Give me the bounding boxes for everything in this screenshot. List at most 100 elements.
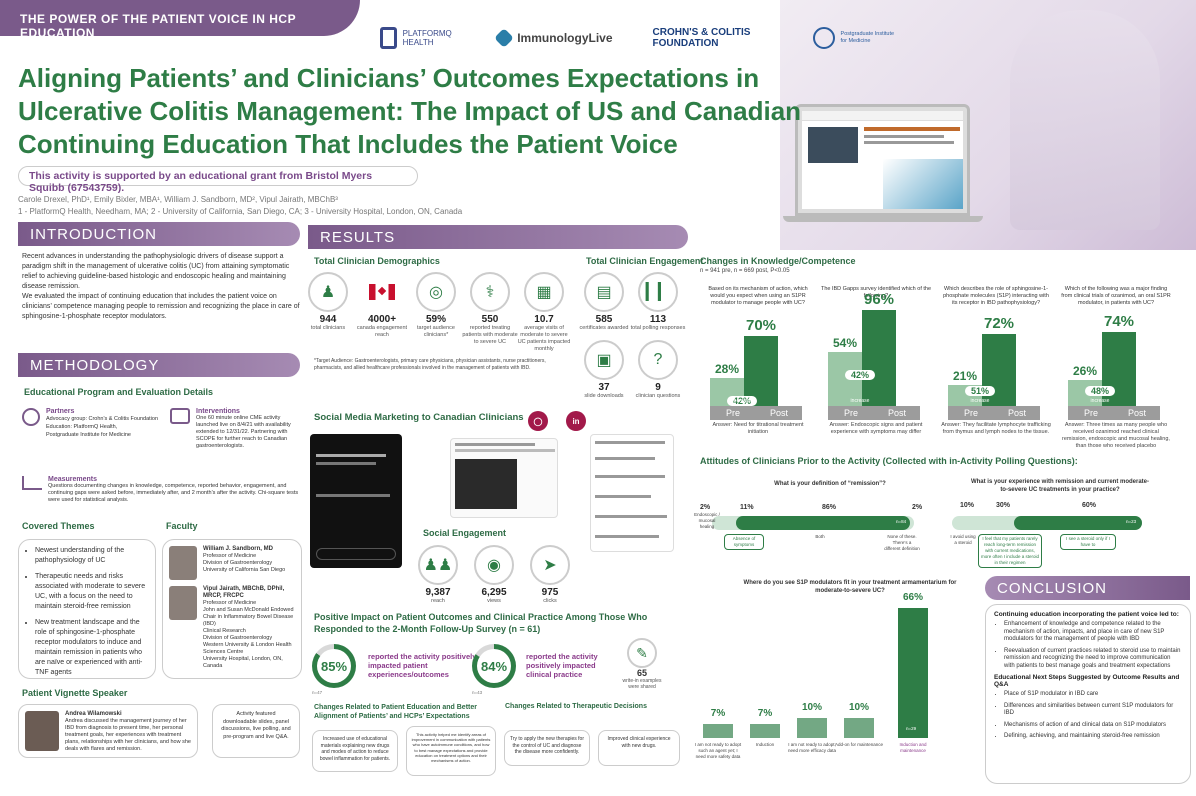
stat-questions: ? 9 clinician questions <box>630 340 686 400</box>
stat-label: target audience clinicians* <box>417 325 455 338</box>
theme-item: Therapeutic needs and risks associated w… <box>35 572 149 612</box>
post-percent: 96% <box>863 291 895 308</box>
faculty-name: William J. Sandborn, MD <box>203 546 273 552</box>
pre-label: Pre <box>725 408 740 418</box>
interventions-title: Interventions <box>196 408 240 415</box>
pre-post-axis: Pre Post <box>1068 406 1160 420</box>
remission-percent: 2% <box>912 504 923 511</box>
people-icon: ♟♟ <box>418 545 458 585</box>
changes-therapeutic-heading: Changes Related to Therapeutic Decisions <box>505 703 647 710</box>
knowledge-question: Which of the following was a major findi… <box>1061 286 1171 306</box>
chart-line-icon <box>22 476 42 490</box>
write-in-number: 65 <box>636 668 647 678</box>
faculty-name: Vipul Jairath, MBChB, DPhil, MRCP, FRCPC <box>203 586 285 599</box>
pre-label: Pre <box>843 408 858 418</box>
stat-polling: ▎▎ 113 total polling responses <box>630 272 686 332</box>
s1p-label: Induction <box>755 742 775 747</box>
remission-percent: 2% <box>700 504 711 511</box>
stat-target-audience: ◎ 59% target audience clinicians* <box>408 272 464 339</box>
experience-percent: 30% <box>996 502 1011 509</box>
stat-label: reported treating patients with moderate… <box>462 325 518 345</box>
quote-bubble: This activity helped me identify areas o… <box>406 726 496 776</box>
increase-label: increase <box>970 398 990 404</box>
pre-percent: 21% <box>952 369 978 383</box>
stat-reach: ♟♟ 9,387 reach <box>410 545 466 605</box>
stat-clicks: ➤ 975 clicks <box>522 545 578 605</box>
s1p-bar <box>750 724 780 738</box>
video-thumbnail <box>455 459 517 509</box>
pre-post-axis: Pre Post <box>710 406 802 420</box>
target-audience-note: *Target Audience: Gastroenterologists, p… <box>314 358 546 371</box>
stat-treating-patients: ⚕ 550 reported treating patients with mo… <box>462 272 518 346</box>
faculty-photo <box>169 586 197 620</box>
cursor-icon: ➤ <box>530 545 570 585</box>
next-steps-heading: Educational Next Steps Suggested by Outc… <box>994 674 1180 688</box>
instagram-icon[interactable]: ◯ <box>528 411 548 431</box>
s1p-percent: 7% <box>757 708 773 720</box>
conclusion-box: Continuing education incorporating the p… <box>985 604 1191 784</box>
remission-label: Both <box>815 534 825 539</box>
theme-item: Newest understanding of the pathophysiol… <box>35 546 149 566</box>
attitudes-heading: Attitudes of Clinicians Prior to the Act… <box>700 456 1078 466</box>
stat-number: 10.7 <box>534 314 554 325</box>
post-bar <box>862 310 896 406</box>
doctor-icon: ⚕ <box>470 272 510 312</box>
pre-percent: 54% <box>832 336 858 350</box>
comments-screenshot <box>590 434 674 552</box>
donut-value: 84% <box>480 658 508 674</box>
stat-number: 6,295 <box>481 587 507 598</box>
experience-label: I feel that my patients rarely reach lon… <box>978 534 1042 568</box>
quote-bubble: Try to apply the new therapies for the c… <box>504 730 590 766</box>
changes-patient-heading: Changes Related to Patient Education and… <box>314 704 477 720</box>
canada-flag-icon <box>362 272 402 312</box>
stat-certificates: ▤ 585 certificates awarded <box>576 272 632 332</box>
increase-value: 42% <box>845 370 875 380</box>
next-step-item: Differences and similarities between cur… <box>1004 703 1182 718</box>
faculty-member: Vipul Jairath, MBChB, DPhil, MRCP, FRCPC… <box>169 586 295 670</box>
conclusion-item: Reevaluation of current practices relate… <box>1004 648 1182 671</box>
quote-bubble: Increased use of educational materials e… <box>312 730 398 772</box>
measurements-text: Questions documenting changes in knowled… <box>48 483 299 503</box>
faculty-box: William J. Sandborn, MD Professor of Med… <box>162 539 302 679</box>
knowledge-answer: Answer: Need for titrational treatment i… <box>712 422 804 435</box>
stat-label: total polling responses <box>630 325 686 331</box>
knowledge-n: n = 941 pre, n = 669 post, P<0.05 <box>700 268 790 274</box>
s1p-percent: 66% <box>902 592 923 603</box>
patient-vignette-heading: Patient Vignette Speaker <box>22 688 128 698</box>
linkedin-icon[interactable]: in <box>566 411 586 431</box>
stat-label: views <box>487 598 501 604</box>
stat-slide-downloads: ▣ 37 slide downloads <box>576 340 632 400</box>
support-statement: This activity is supported by an educati… <box>18 166 418 194</box>
faculty-details: Professor of Medicine Division of Gastro… <box>203 553 286 573</box>
donut-label: reported the activity positively impacte… <box>526 652 598 679</box>
stat-number: 4000+ <box>367 314 397 325</box>
s1p-label: Induction and maintenance <box>899 742 927 753</box>
pim-logo: Postgraduate Institute for Medicine <box>812 27 901 49</box>
knowledge-chart: 54% 96% 42% increase Pre Post <box>828 290 920 420</box>
post-label: Post <box>887 408 906 418</box>
experience-label: I avoid using a steroid <box>950 534 976 545</box>
stat-label: reach <box>431 598 445 604</box>
knowledge-chart: 21% 72% 51% increase Pre Post <box>948 290 1040 420</box>
remission-label: Endoscopic / mucosal healing <box>694 512 720 529</box>
increase-value: 51% <box>965 386 995 396</box>
author-affiliations: 1 - PlatformQ Health, Needham, MA; 2 - U… <box>18 207 463 216</box>
pre-label: Pre <box>963 408 978 418</box>
stat-label: canada engagement reach <box>356 325 408 338</box>
stat-number: 9 <box>655 382 661 393</box>
stat-label: clinician questions <box>635 393 681 399</box>
positive-impact-heading: Positive Impact on Patient Outcomes and … <box>314 612 648 634</box>
conclusion-lead: Continuing education incorporating the p… <box>994 611 1179 618</box>
experience-percent: 10% <box>960 502 975 509</box>
stat-number: 37 <box>598 382 610 393</box>
edu-program-heading: Educational Program and Evaluation Detai… <box>24 387 214 397</box>
s1p-bar <box>844 718 874 738</box>
donut-value: 85% <box>320 658 348 674</box>
activity-featured-box: Activity featured downloadable slides, p… <box>212 704 300 758</box>
post-percent: 70% <box>745 317 777 334</box>
post-label: Post <box>769 408 788 418</box>
author-names: Carole Drexel, PhD¹, Emily Bixler, MBA¹,… <box>18 195 338 204</box>
increase-label: increase <box>732 398 752 404</box>
increase-value: 48% <box>1085 386 1115 396</box>
write-in-stat: ✎ 65 write-in examples were shared <box>622 638 662 690</box>
